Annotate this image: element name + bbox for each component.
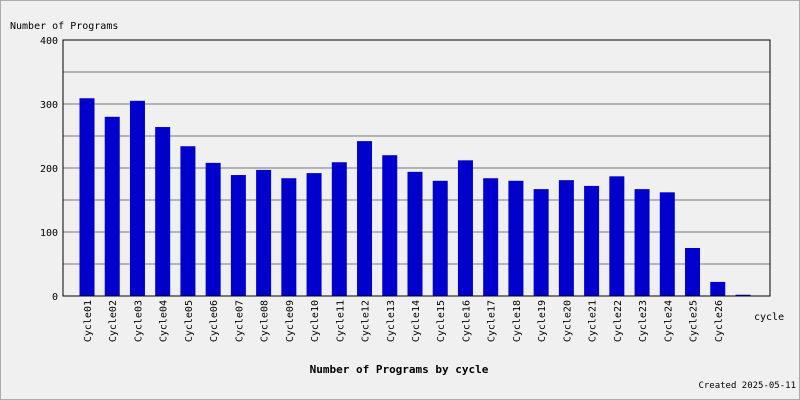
bar [508, 180, 524, 296]
x-tick-label: Cycle14 [411, 300, 422, 342]
x-tick-label: Cycle03 [133, 300, 144, 342]
x-tick-label: Cycle20 [562, 300, 573, 342]
bar [483, 178, 499, 296]
bar [256, 169, 272, 296]
x-tick-label: Cycle10 [310, 300, 321, 342]
bar [306, 173, 322, 296]
bar [331, 162, 347, 296]
bar [205, 162, 221, 296]
chart-title: Number of Programs by cycle [310, 363, 489, 376]
bar [357, 141, 373, 296]
footer: Created 2025-05-11 [698, 381, 796, 391]
bar [155, 127, 171, 296]
x-tick-label: Cycle25 [689, 300, 700, 342]
x-tick-label: Cycle08 [260, 300, 271, 342]
y-tick-label: 200 [40, 164, 58, 175]
bar [558, 180, 574, 296]
x-tick-label: Cycle15 [436, 300, 447, 342]
bar [407, 171, 423, 296]
y-tick-label: 300 [40, 100, 58, 111]
x-tick-label: Cycle07 [234, 300, 245, 342]
bar [634, 189, 650, 296]
x-tick-label: Cycle26 [714, 300, 725, 342]
bar [533, 189, 549, 296]
bar [281, 178, 297, 296]
x-tick-label: Cycle05 [184, 300, 195, 342]
y-axis-label: Number of Programs [10, 21, 118, 32]
x-tick-label: Cycle21 [588, 300, 599, 342]
x-tick-label: Cycle02 [108, 300, 119, 342]
x-tick-label: Cycle12 [361, 300, 372, 342]
bar [457, 160, 473, 296]
bar [104, 116, 120, 296]
bar [79, 98, 95, 297]
x-tick-label: Cycle09 [285, 300, 296, 342]
bar [382, 155, 398, 296]
x-tick-label: Cycle23 [638, 300, 649, 342]
x-tick-label: Cycle17 [487, 300, 498, 342]
x-tick-label: Cycle11 [335, 300, 346, 342]
y-tick-label: 400 [40, 36, 58, 47]
y-tick-label: 100 [40, 228, 58, 239]
x-tick-label: Cycle13 [386, 300, 397, 342]
x-tick-label: Cycle06 [209, 300, 220, 342]
x-axis-label: cycle [754, 312, 784, 323]
x-tick-label: Cycle01 [83, 300, 94, 342]
bar [735, 294, 751, 296]
x-tick-label: Cycle24 [663, 300, 674, 342]
bar [710, 281, 726, 296]
bar [659, 192, 675, 296]
bar [432, 180, 448, 296]
x-tick-label: Cycle19 [537, 300, 548, 342]
bar [685, 248, 701, 296]
x-tick-label: Cycle22 [613, 300, 624, 342]
bar [230, 175, 246, 296]
x-tick-label: Cycle16 [461, 300, 472, 342]
y-tick-label: 0 [52, 292, 58, 303]
bar [609, 176, 625, 296]
bar [129, 100, 145, 296]
bar [180, 146, 196, 296]
x-tick-label: Cycle04 [159, 300, 170, 342]
bar [584, 185, 600, 296]
x-tick-label: Cycle18 [512, 300, 523, 342]
